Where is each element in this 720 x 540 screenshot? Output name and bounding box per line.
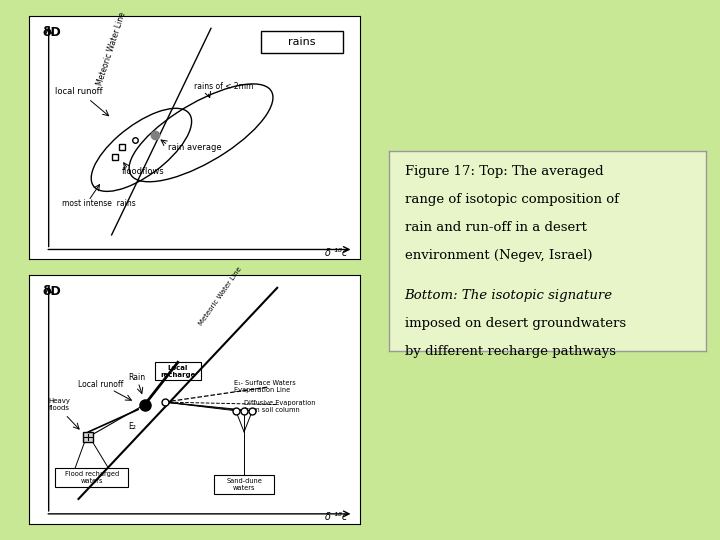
Text: Diffusive Evaporation
from soil column: Diffusive Evaporation from soil column	[244, 400, 315, 413]
Bar	[261, 31, 343, 52]
Text: Heavy
floods: Heavy floods	[49, 397, 71, 410]
Text: Meteoric Water Line: Meteoric Water Line	[96, 10, 127, 86]
Text: rain average: rain average	[168, 143, 222, 152]
Text: local runoff: local runoff	[55, 87, 103, 96]
Text: Bottom: The isotopic signature: Bottom: The isotopic signature	[405, 289, 613, 302]
Text: by different recharge pathways: by different recharge pathways	[405, 345, 616, 358]
Text: δ ¹⁸c: δ ¹⁸c	[325, 512, 347, 522]
Bar	[55, 468, 128, 487]
Text: Figure 17: Top: The averaged: Figure 17: Top: The averaged	[405, 165, 603, 178]
Text: floodflows: floodflows	[122, 167, 164, 176]
Bar	[215, 475, 274, 494]
Text: imposed on desert groundwaters: imposed on desert groundwaters	[405, 317, 626, 330]
Text: Meteoric Water Line: Meteoric Water Line	[199, 265, 243, 326]
Text: rains: rains	[288, 37, 316, 47]
Bar	[155, 362, 201, 380]
Text: E₁- Surface Waters
Evaporation Line: E₁- Surface Waters Evaporation Line	[234, 380, 296, 393]
Text: environment (Negev, Israel): environment (Negev, Israel)	[405, 249, 592, 262]
Text: range of isotopic composition of: range of isotopic composition of	[405, 193, 618, 206]
Text: Local runoff: Local runoff	[78, 380, 124, 389]
Text: rains of < 2mm: rains of < 2mm	[194, 82, 253, 91]
Text: Rain: Rain	[128, 373, 145, 382]
Text: δ ¹⁸c: δ ¹⁸c	[325, 247, 347, 258]
Text: Flood recharged
waters: Flood recharged waters	[65, 470, 119, 484]
Text: δD: δD	[42, 26, 60, 39]
Text: most intense  rains: most intense rains	[62, 199, 135, 208]
Text: Local
recharge: Local recharge	[160, 364, 196, 377]
Text: rain and run-off in a desert: rain and run-off in a desert	[405, 221, 587, 234]
Text: E₂: E₂	[128, 422, 136, 431]
Text: δD: δD	[42, 285, 60, 298]
Text: Sand-dune
waters: Sand-dune waters	[226, 478, 262, 491]
